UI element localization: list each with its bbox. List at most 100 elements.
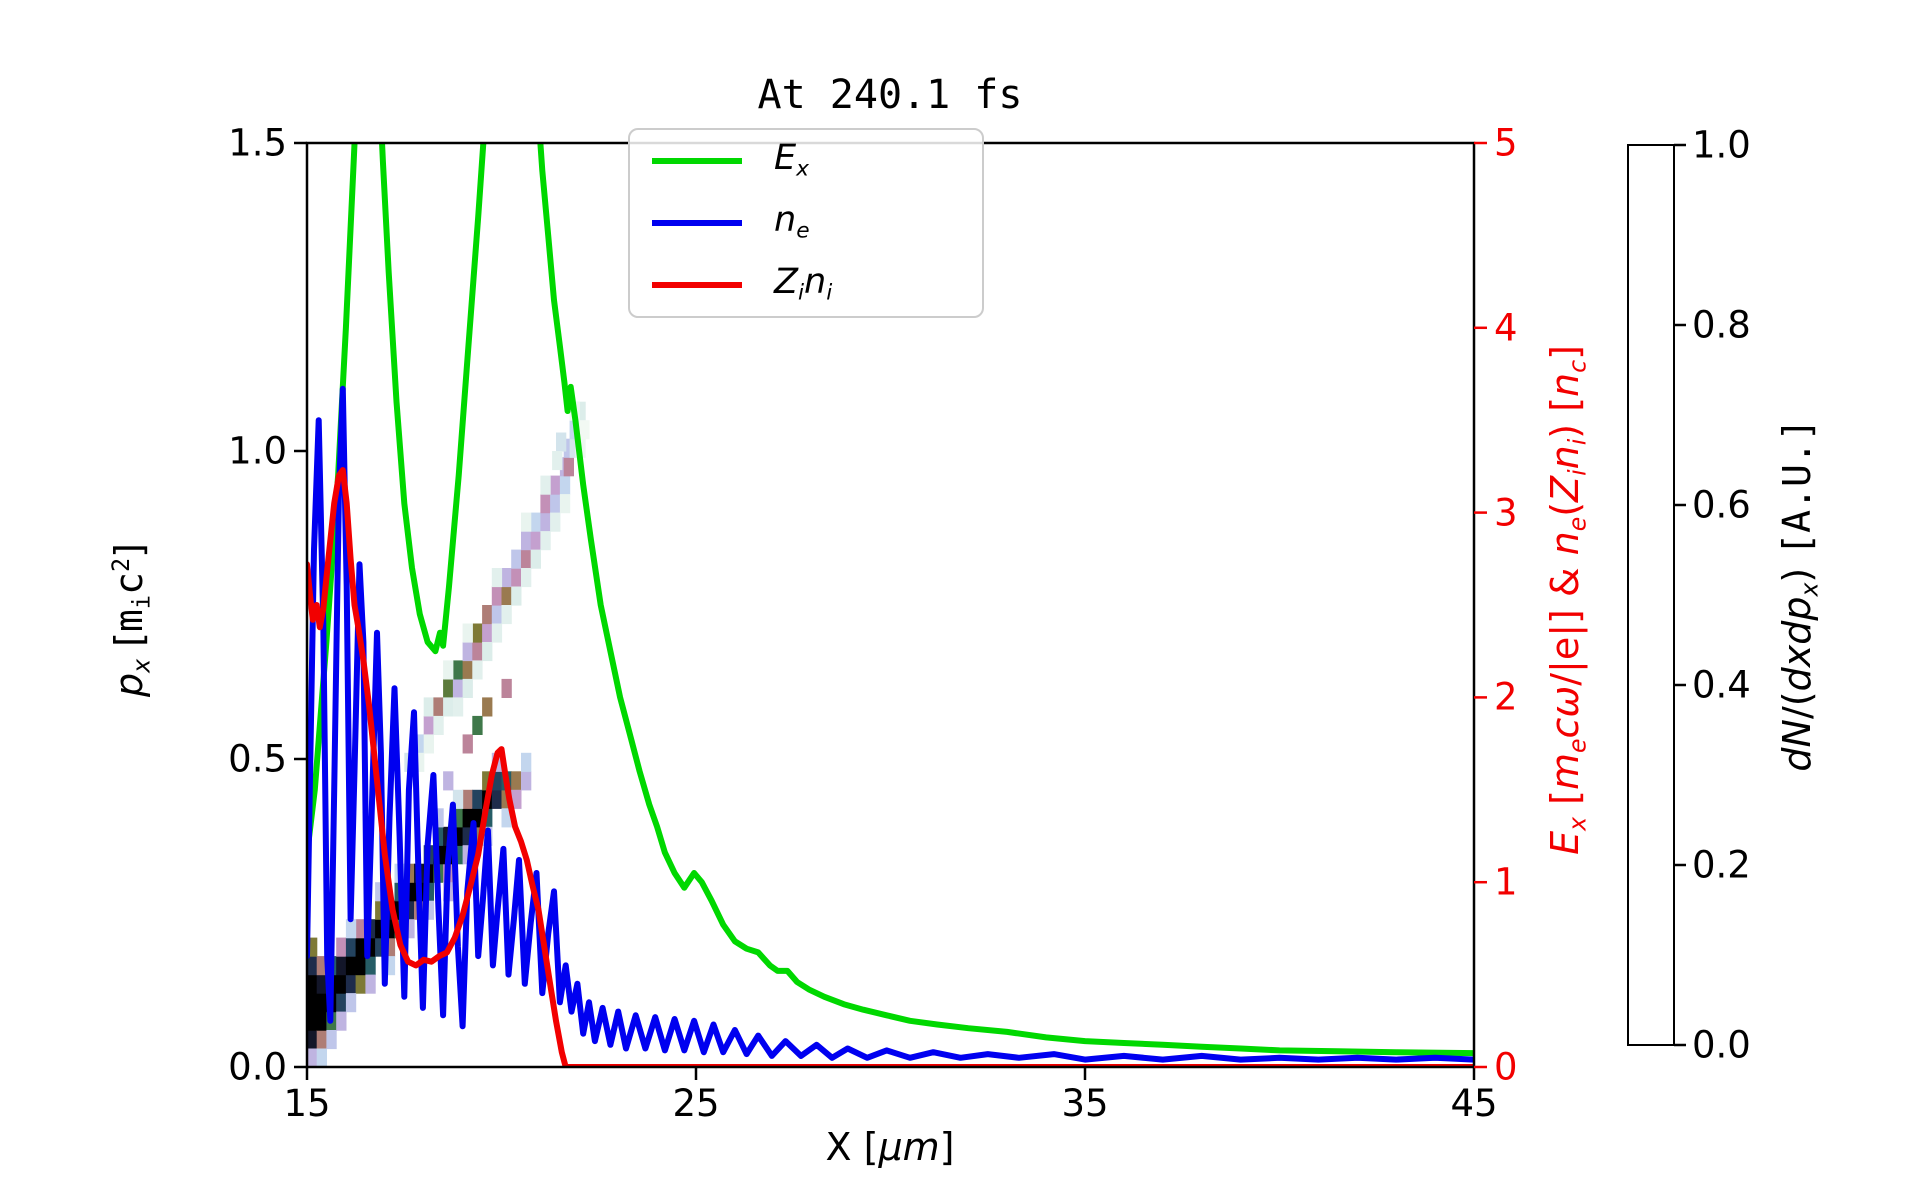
- heatmap-cell: [316, 1048, 327, 1067]
- colorbar-gradient: [1628, 145, 1674, 1045]
- heatmap-cell: [433, 715, 444, 735]
- heatmap-cell: [355, 974, 366, 994]
- heatmap-cell: [307, 956, 318, 976]
- heatmap-cell: [530, 512, 541, 532]
- heatmap-cell: [336, 974, 347, 994]
- heatmap-cell: [501, 586, 512, 606]
- heatmap-cell: [462, 826, 473, 846]
- y-right-tick-label: 2: [1494, 675, 1518, 719]
- legend-item-Ex: Ex: [630, 141, 982, 180]
- legend-swatch-Ex: [652, 157, 742, 164]
- heatmap-cell: [482, 771, 493, 791]
- heatmap-cell: [443, 771, 454, 791]
- heatmap-cell: [491, 568, 503, 588]
- heatmap-cell: [336, 937, 347, 957]
- heatmap-cell: [491, 605, 503, 625]
- plot-clip-group: [307, 143, 1474, 1067]
- heatmap-cell: [491, 771, 503, 791]
- colorbar-outline: [1627, 144, 1675, 1046]
- heatmap-cell: [316, 1030, 327, 1050]
- heatmap-cell: [345, 974, 357, 994]
- heatmap-cell: [452, 678, 464, 698]
- legend-label-ne: ne: [774, 200, 810, 244]
- heatmap-cell: [550, 512, 561, 532]
- colorbar-tick-label: 0.8: [1692, 303, 1751, 347]
- heatmap-cell: [452, 789, 464, 809]
- heatmap-cell: [511, 549, 522, 569]
- heatmap-cell: [462, 678, 473, 698]
- heatmap-cell: [472, 660, 483, 680]
- heatmap-cell: [521, 771, 532, 791]
- y-axis-left-label: px [mic2]: [107, 543, 156, 697]
- heatmap-cell: [540, 531, 551, 551]
- heatmap-cell: [433, 697, 444, 717]
- heatmap-cell: [462, 623, 473, 643]
- heatmap-cell: [443, 660, 454, 680]
- heatmap-cell: [384, 956, 396, 976]
- heatmap-cell: [433, 808, 444, 828]
- heatmap-cell: [307, 993, 318, 1013]
- series-Zini: [307, 467, 1474, 1067]
- heatmap-cell: [452, 697, 464, 717]
- heatmap-cell: [307, 937, 318, 957]
- heatmap-cell: [491, 623, 503, 643]
- heatmap-cell: [414, 734, 425, 754]
- heatmap-cell: [355, 919, 366, 939]
- colorbar-tick-label: 1.0: [1692, 123, 1751, 167]
- legend-label-Zini: Zini: [774, 262, 833, 306]
- heatmap-cell: [307, 1048, 318, 1067]
- heatmap-cell: [501, 568, 512, 588]
- heatmap-cell: [482, 642, 493, 662]
- heatmap-cell: [375, 919, 386, 939]
- heatmap-cell: [511, 586, 522, 606]
- heatmap-cell: [563, 438, 574, 458]
- y-right-tick-label: 0: [1494, 1045, 1518, 1089]
- heatmap-cell: [375, 900, 386, 920]
- x-axis-label: X [μm]: [825, 1125, 955, 1169]
- heatmap-cell: [452, 660, 464, 680]
- x-tick-label: 25: [672, 1082, 720, 1125]
- heatmap-cell: [336, 1011, 347, 1031]
- heatmap-cell: [384, 919, 396, 939]
- heatmap-cell: [462, 808, 473, 828]
- heatmap-cell: [472, 789, 483, 809]
- heatmap-cell: [375, 937, 386, 957]
- heatmap-cell: [452, 826, 464, 846]
- heatmap-cell: [501, 605, 512, 625]
- heatmap-cell: [404, 919, 415, 939]
- heatmap-cell: [365, 974, 376, 994]
- heatmap-cell: [521, 752, 532, 772]
- heatmap-cell: [511, 771, 522, 791]
- heatmap-cell: [414, 752, 425, 772]
- y-axis-right-label: Ex [mecω/|e|] & ne(Zini) [nc]: [1543, 345, 1592, 855]
- y-right-tick-label: 5: [1494, 121, 1518, 165]
- heatmap-cell: [521, 549, 532, 569]
- heatmap-cell: [423, 900, 434, 920]
- heatmap-cell: [521, 531, 532, 551]
- heatmap-cell: [316, 956, 327, 976]
- heatmap-cell: [559, 494, 571, 514]
- heatmap-cell: [336, 956, 347, 976]
- heatmap-cell: [482, 605, 493, 625]
- heatmap-cell: [556, 432, 567, 452]
- heatmap-cell: [462, 734, 473, 754]
- heatmap-cell: [550, 475, 561, 495]
- heatmap-cell: [355, 937, 366, 957]
- heatmap-cell: [365, 956, 376, 976]
- y-right-tick-label: 3: [1494, 491, 1518, 535]
- heatmap-cell: [452, 808, 464, 828]
- heatmap-cell: [530, 549, 541, 569]
- legend-item-Zini: Zini: [630, 265, 982, 304]
- heatmap-cell: [482, 697, 493, 717]
- heatmap-cell: [491, 586, 503, 606]
- heatmap-cell: [462, 642, 473, 662]
- heatmap-cell: [552, 451, 563, 471]
- legend-swatch-Zini: [652, 281, 742, 288]
- heatmap-cell: [423, 734, 434, 754]
- heatmap-cell: [472, 623, 483, 643]
- y-left-tick-label: 0.0: [228, 1045, 287, 1089]
- legend-swatch-ne: [652, 219, 742, 226]
